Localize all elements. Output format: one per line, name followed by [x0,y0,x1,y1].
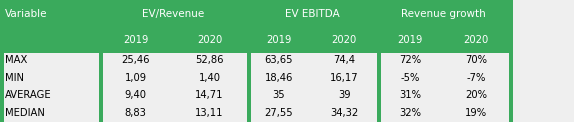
Text: 1,09: 1,09 [125,73,146,83]
Bar [0,87,99,104]
Bar [0,0,4,122]
Bar [377,69,443,87]
Text: 2019: 2019 [123,35,148,45]
Bar [247,0,251,122]
Bar [247,51,311,69]
Bar [99,69,172,87]
Bar [172,104,247,122]
Text: Revenue growth: Revenue growth [401,9,486,19]
Text: 2019: 2019 [266,35,292,45]
Bar [311,69,377,87]
Bar [377,29,443,51]
Text: 34,32: 34,32 [330,108,358,118]
Bar [247,29,311,51]
Bar [443,69,509,87]
Bar [311,29,377,51]
Text: 63,65: 63,65 [265,55,293,65]
Text: 2020: 2020 [197,35,222,45]
Bar [377,51,443,69]
Text: 14,71: 14,71 [195,91,224,100]
Bar [172,29,247,51]
Bar [377,104,443,122]
Text: 16,17: 16,17 [330,73,358,83]
Bar [0,69,99,87]
Bar [172,69,247,87]
Bar [99,0,103,122]
Text: 52,86: 52,86 [195,55,224,65]
Text: 2020: 2020 [464,35,488,45]
Text: -7%: -7% [467,73,486,83]
Text: -5%: -5% [401,73,420,83]
Bar [0,51,509,53]
Bar [99,87,172,104]
Bar [377,0,381,122]
Bar [443,29,509,51]
Text: MIN: MIN [5,73,24,83]
Bar [311,104,377,122]
Text: 32%: 32% [399,108,421,118]
Text: MAX: MAX [5,55,27,65]
Bar [0,104,99,122]
Bar [443,51,509,69]
Text: Variable: Variable [5,9,47,19]
Bar [509,0,513,122]
Bar [247,104,311,122]
Text: 31%: 31% [399,91,421,100]
Text: EV EBITDA: EV EBITDA [285,9,339,19]
Bar [172,51,247,69]
Bar [247,0,377,29]
Text: 19%: 19% [465,108,487,118]
Text: 74,4: 74,4 [333,55,355,65]
Text: 9,40: 9,40 [125,91,146,100]
Bar [0,0,99,29]
Text: AVERAGE: AVERAGE [5,91,51,100]
Text: 2019: 2019 [397,35,423,45]
Bar [99,29,172,51]
Text: 2020: 2020 [332,35,356,45]
Bar [99,51,172,69]
Text: 20%: 20% [465,91,487,100]
Bar [443,87,509,104]
Bar [377,87,443,104]
Bar [377,0,509,29]
Text: 72%: 72% [399,55,421,65]
Bar [247,87,311,104]
Bar [247,69,311,87]
Text: 27,55: 27,55 [265,108,293,118]
Bar [443,104,509,122]
Bar [311,87,377,104]
Text: 13,11: 13,11 [195,108,224,118]
Text: 25,46: 25,46 [121,55,150,65]
Text: EV/Revenue: EV/Revenue [142,9,204,19]
Text: 18,46: 18,46 [265,73,293,83]
Bar [99,104,172,122]
Bar [0,29,99,51]
Text: 1,40: 1,40 [199,73,220,83]
Text: 8,83: 8,83 [125,108,146,118]
Text: MEDIAN: MEDIAN [5,108,44,118]
Text: 35: 35 [273,91,285,100]
Bar [311,51,377,69]
Bar [172,87,247,104]
Bar [0,51,99,69]
Text: 39: 39 [338,91,350,100]
Text: 70%: 70% [465,55,487,65]
Bar [99,0,247,29]
